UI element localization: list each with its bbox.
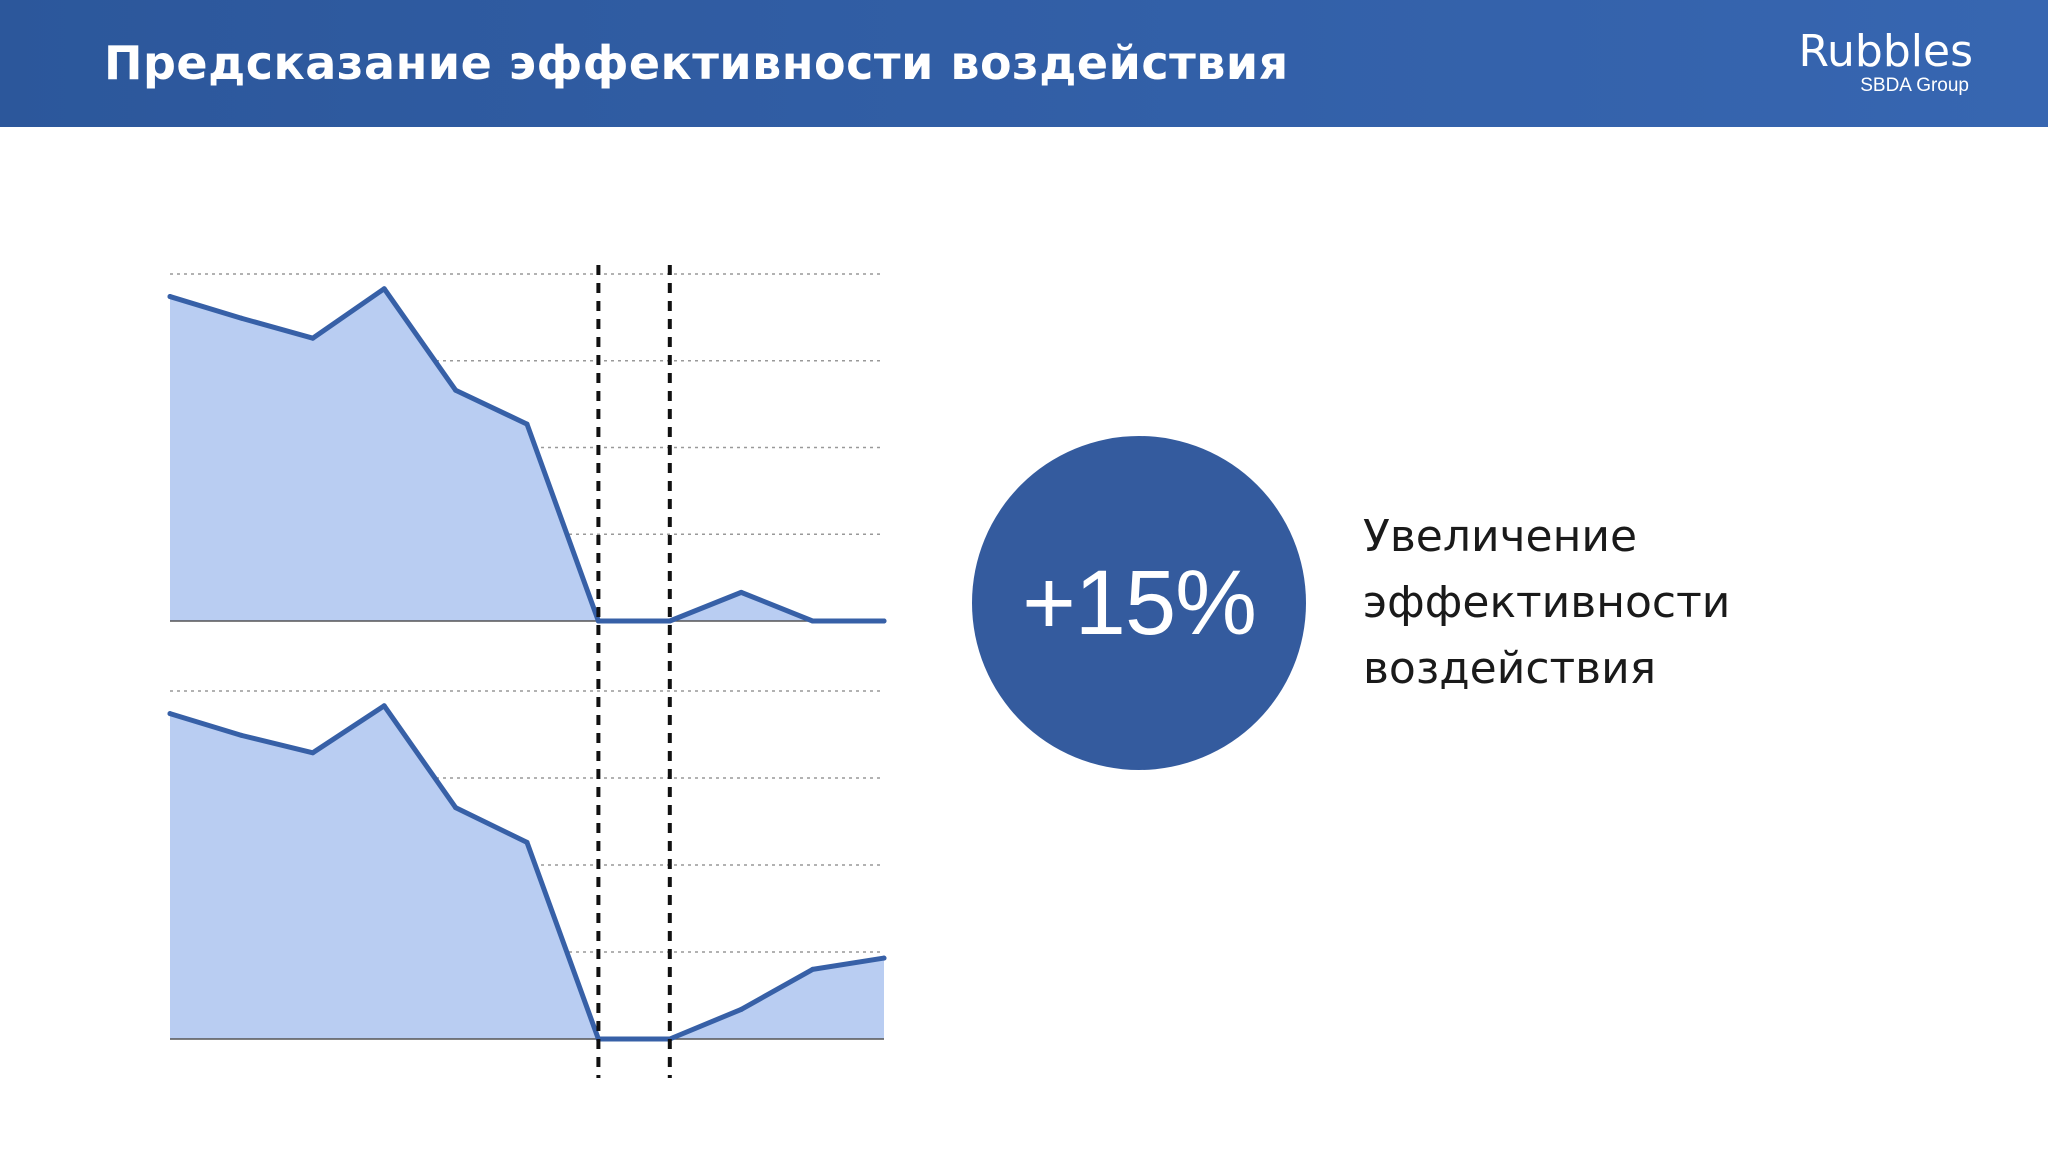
chart-1-point-2 [310, 335, 316, 341]
chart-1-point-5 [524, 421, 530, 427]
chart-1-point-8 [738, 589, 744, 595]
chart-1-point-1 [238, 315, 244, 321]
header-bar: Предсказание эффективности воздействия R… [0, 0, 2048, 127]
chart-1-point-4 [453, 387, 459, 393]
chart-1-point-7 [667, 618, 673, 624]
logo-subtitle: SBDA Group [1860, 75, 1969, 96]
kpi-caption: Увеличение эффективности воздействия [1363, 504, 1923, 702]
chart-2-point-1 [238, 732, 244, 738]
kpi-caption-line-3: воздействия [1363, 643, 1657, 694]
chart-2-point-10 [881, 955, 887, 961]
kpi-caption-line-2: эффективности [1363, 577, 1731, 628]
chart-1-point-3 [381, 286, 387, 292]
chart-1-area [170, 288, 884, 621]
logo-name: Rubbles [1798, 26, 1973, 77]
chart-2-point-2 [310, 750, 316, 756]
chart-1-point-10 [881, 618, 887, 624]
kpi-value: +15% [1022, 551, 1257, 654]
logo: Rubbles SBDA Group [1798, 28, 1973, 96]
chart-2-point-8 [738, 1006, 744, 1012]
page-title: Предсказание эффективности воздействия [104, 36, 1289, 90]
chart-1-point-9 [810, 618, 816, 624]
chart-1-point-0 [167, 294, 173, 300]
chart-2-point-9 [810, 966, 816, 972]
kpi-caption-line-1: Увеличение [1363, 511, 1638, 562]
chart-2-point-5 [524, 839, 530, 845]
chart-1-point-6 [595, 618, 601, 624]
chart-2-point-4 [453, 805, 459, 811]
chart-2-area [170, 705, 884, 1039]
kpi-circle: +15% [972, 436, 1306, 770]
chart-2-point-0 [167, 711, 173, 717]
chart-2-point-3 [381, 703, 387, 709]
